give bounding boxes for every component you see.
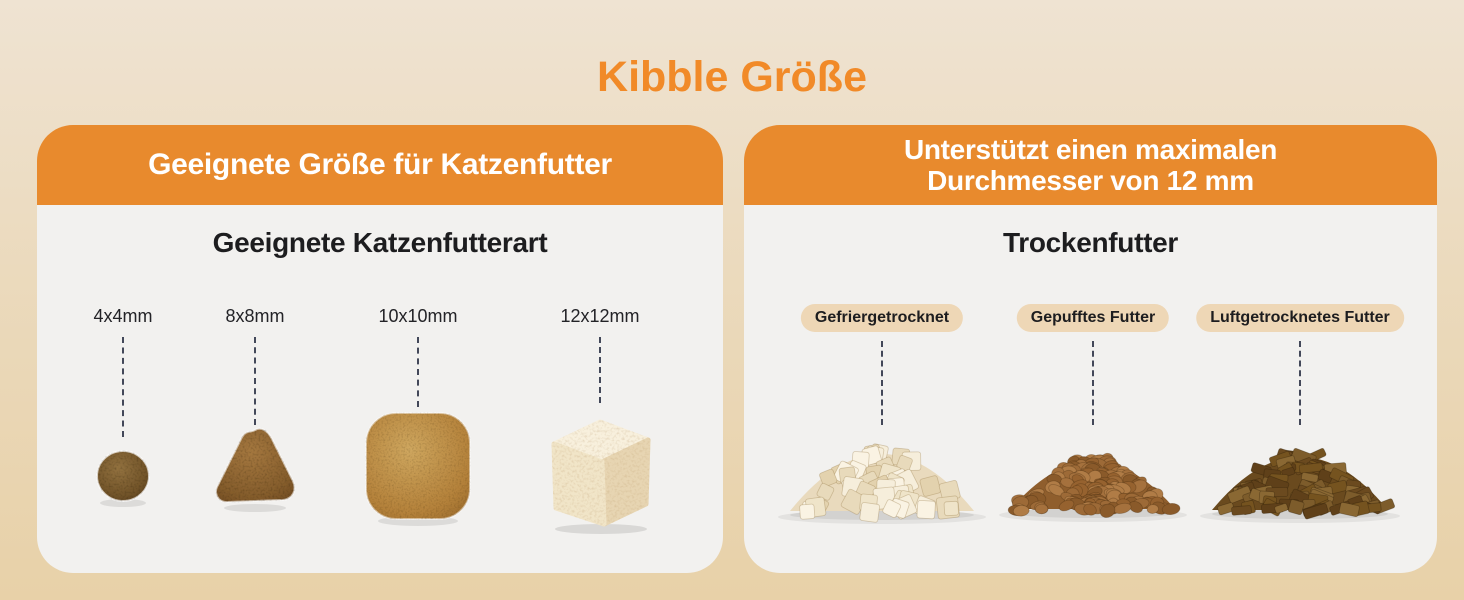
callout-dashed-line (417, 337, 419, 407)
callout-dashed-line (1299, 341, 1301, 425)
callout-dashed-line (599, 337, 601, 403)
left-panel-body: Geeignete Katzenfutterart 4x4mm 8x8mm (37, 205, 723, 573)
right-panel-subtitle: Trockenfutter (1002, 227, 1179, 258)
cube-kibble-image (551, 419, 651, 534)
triangle-kibble-image (215, 427, 296, 512)
callout-dashed-line (881, 341, 883, 425)
callout-dashed-line (254, 337, 256, 425)
right-panel-header-line2: Durchmesser von 12 mm (927, 165, 1254, 196)
air-dried-pile-image (1200, 447, 1400, 523)
right-panel-body: Trockenfutter Gefriergetrocknet Gepuffte… (744, 205, 1437, 573)
left-panel-header: Geeignete Größe für Katzenfutter (37, 125, 723, 205)
callout-dashed-line (122, 337, 124, 437)
size-label-8x8mm: 8x8mm (225, 306, 285, 326)
size-label-10x10mm: 10x10mm (378, 306, 458, 326)
food-type-badge-puffed: Gepufftes Futter (1016, 304, 1170, 332)
left-panel-subtitle: Geeignete Katzenfutterart (212, 227, 548, 258)
square-kibble-image (365, 412, 471, 526)
page-title: Kibble Größe (597, 53, 867, 101)
right-panel: Unterstützt einen maximalen Durchmesser … (744, 125, 1437, 573)
left-panel-header-text: Geeignete Größe für Katzenfutter (148, 148, 612, 181)
food-type-badge-air-dried: Luftgetrocknetes Futter (1196, 304, 1404, 332)
size-label-12x12mm: 12x12mm (560, 306, 640, 326)
size-label-4x4mm: 4x4mm (93, 306, 153, 326)
puffed-food-pile-image (999, 452, 1187, 522)
round-kibble-image (96, 450, 150, 507)
right-panel-header: Unterstützt einen maximalen Durchmesser … (744, 125, 1437, 205)
freeze-dried-pile-image (778, 443, 986, 524)
right-panel-header-line1: Unterstützt einen maximalen (903, 133, 1278, 165)
left-panel: Geeignete Größe für Katzenfutter Geeigne… (37, 125, 723, 573)
callout-dashed-line (1092, 341, 1094, 425)
food-type-badge-freeze-dried: Gefriergetrocknet (800, 304, 964, 332)
